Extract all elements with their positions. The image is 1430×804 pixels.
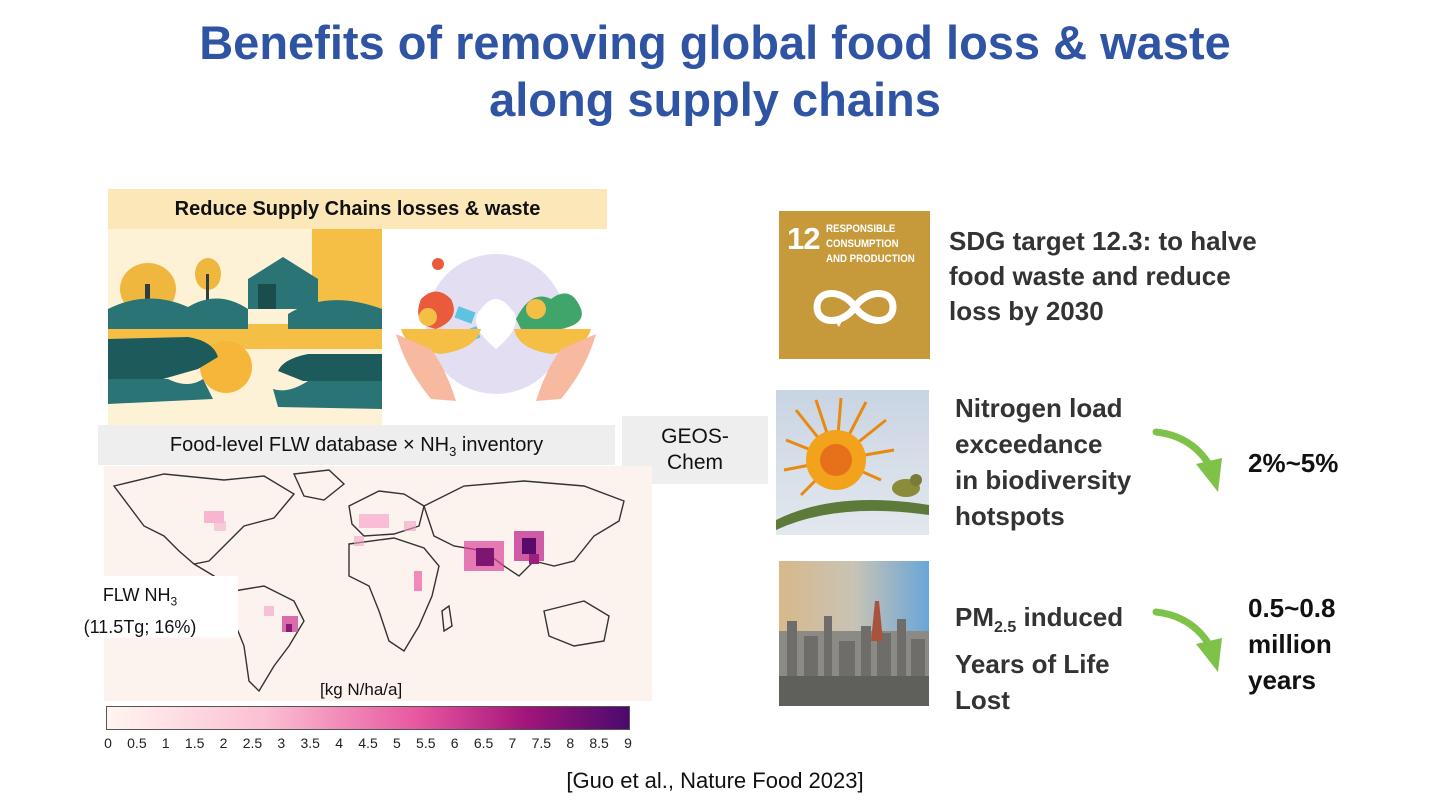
colorbar-tick-label: 6 xyxy=(450,735,459,751)
pm-line-2: Years of Life xyxy=(955,649,1110,680)
title-line-1: Benefits of removing global food loss & … xyxy=(199,16,1231,69)
hazy-city-photo xyxy=(779,561,929,706)
north-america-outline xyxy=(112,473,296,565)
south-america-outline xyxy=(233,585,305,693)
infinity-icon xyxy=(813,290,897,327)
colorbar-tick-label: 8.5 xyxy=(589,735,609,751)
supply-chain-banner: Reduce Supply Chains losses & waste xyxy=(108,189,607,229)
madagascar-outline xyxy=(441,604,453,633)
flw-line-1: FLW NH3 xyxy=(42,583,238,615)
colorbar-tick-label: 6.5 xyxy=(473,735,494,751)
australia-outline xyxy=(543,600,610,647)
title-line-2: along supply chains xyxy=(489,73,941,126)
colorbar-tick-label: 7 xyxy=(508,735,517,751)
sdg-line-3: AND PRODUCTION xyxy=(826,253,915,265)
colorbar-tick-label: 0.5 xyxy=(127,735,147,751)
db-label-suffix: inventory xyxy=(456,434,544,456)
nitrogen-line-2: exceedance xyxy=(955,429,1103,459)
sdg-12-icon: 12 RESPONSIBLE CONSUMPTION AND PRODUCTIO… xyxy=(779,211,930,359)
sdg-line-1: RESPONSIBLE xyxy=(826,223,896,235)
pm-value-line-1: 0.5~0.8 xyxy=(1248,593,1336,623)
pm-value-line-2: million xyxy=(1248,629,1332,659)
pm-suffix: induced xyxy=(1016,602,1124,632)
sdg-text-line-3: loss by 2030 xyxy=(949,296,1104,326)
citation: [Guo et al., Nature Food 2023] xyxy=(566,768,864,793)
map-colorbar xyxy=(106,706,630,730)
colorbar-tick-label: 1 xyxy=(161,735,170,751)
colorbar-tick-label: 2 xyxy=(219,735,228,751)
colorbar-tick-label: 7.5 xyxy=(531,735,552,751)
pm-line-1: PM2.5 induced xyxy=(955,599,1123,646)
africa-outline xyxy=(348,537,440,652)
geos-chem-line-1: GEOS- xyxy=(661,425,729,448)
colorbar-tick-label: 5 xyxy=(392,735,401,751)
colorbar-tick-label: 4.5 xyxy=(358,735,378,751)
slide-title: Benefits of removing global food loss & … xyxy=(0,14,1430,128)
pm-sub: 2.5 xyxy=(994,619,1017,637)
geos-chem-line-2: Chem xyxy=(666,451,724,474)
colorbar-tick-label: 1.5 xyxy=(184,735,205,751)
colorbar-tick-label: 4 xyxy=(335,735,344,751)
sdg-text-line-1: SDG target 12.3: to halve xyxy=(949,226,1257,256)
map-unit-label: [kg N/ha/a] xyxy=(320,680,403,699)
nitrogen-line-3: in biodiversity xyxy=(955,465,1132,495)
down-arrow-icon xyxy=(1152,608,1222,672)
flw-database-label: Food-level FLW database × NH3 inventory xyxy=(98,425,615,465)
greenland-outline xyxy=(292,469,346,501)
colorbar-tick-label: 5.5 xyxy=(416,735,436,751)
sdg-number: 12 xyxy=(787,221,820,256)
flower-bird-photo xyxy=(776,390,929,535)
sdg-text-line-2: food waste and reduce xyxy=(949,261,1231,291)
europe-outline xyxy=(348,490,425,537)
sdg-target-text: SDG target 12.3: to halve food waste and… xyxy=(949,224,1257,329)
sdg-line-2: CONSUMPTION xyxy=(826,238,899,250)
colorbar-tick-label: 2.5 xyxy=(242,735,263,751)
hands-orange-illustration xyxy=(108,229,382,425)
nitrogen-value: 2%~5% xyxy=(1248,448,1339,478)
pm-value-line-3: years xyxy=(1248,665,1316,695)
flw-sub: 3 xyxy=(170,594,178,609)
colorbar-tick-label: 0 xyxy=(104,735,112,751)
pm-value: 0.5~0.8 million years xyxy=(1248,590,1335,698)
down-arrow-icon xyxy=(1152,428,1222,492)
flw-prefix: FLW NH xyxy=(102,585,171,605)
pm-line-3: Lost xyxy=(955,685,1010,716)
flw-nh3-label: FLW NH3 (11.5Tg; 16%) xyxy=(42,576,238,638)
pm25-text: PM2.5 induced Years of Life Lost xyxy=(955,599,1123,718)
colorbar-tick-label: 3 xyxy=(277,735,286,751)
nitrogen-text: Nitrogen load exceedance in biodiversity… xyxy=(955,390,1131,534)
nitrogen-line-4: hotspots xyxy=(955,501,1065,531)
pm-prefix: PM xyxy=(955,602,994,632)
db-label-sub: 3 xyxy=(449,444,457,459)
colorbar-tick-label: 9 xyxy=(624,735,632,751)
flw-line-2: (11.5Tg; 16%) xyxy=(83,616,197,637)
emission-hotspots xyxy=(204,511,544,632)
db-label-prefix: Food-level FLW database × NH xyxy=(169,434,450,456)
hands-food-money-illustration xyxy=(386,229,606,425)
colorbar-tick-label: 8 xyxy=(566,735,575,751)
colorbar-tick-label: 3.5 xyxy=(300,735,320,751)
nitrogen-line-1: Nitrogen load xyxy=(955,393,1123,423)
